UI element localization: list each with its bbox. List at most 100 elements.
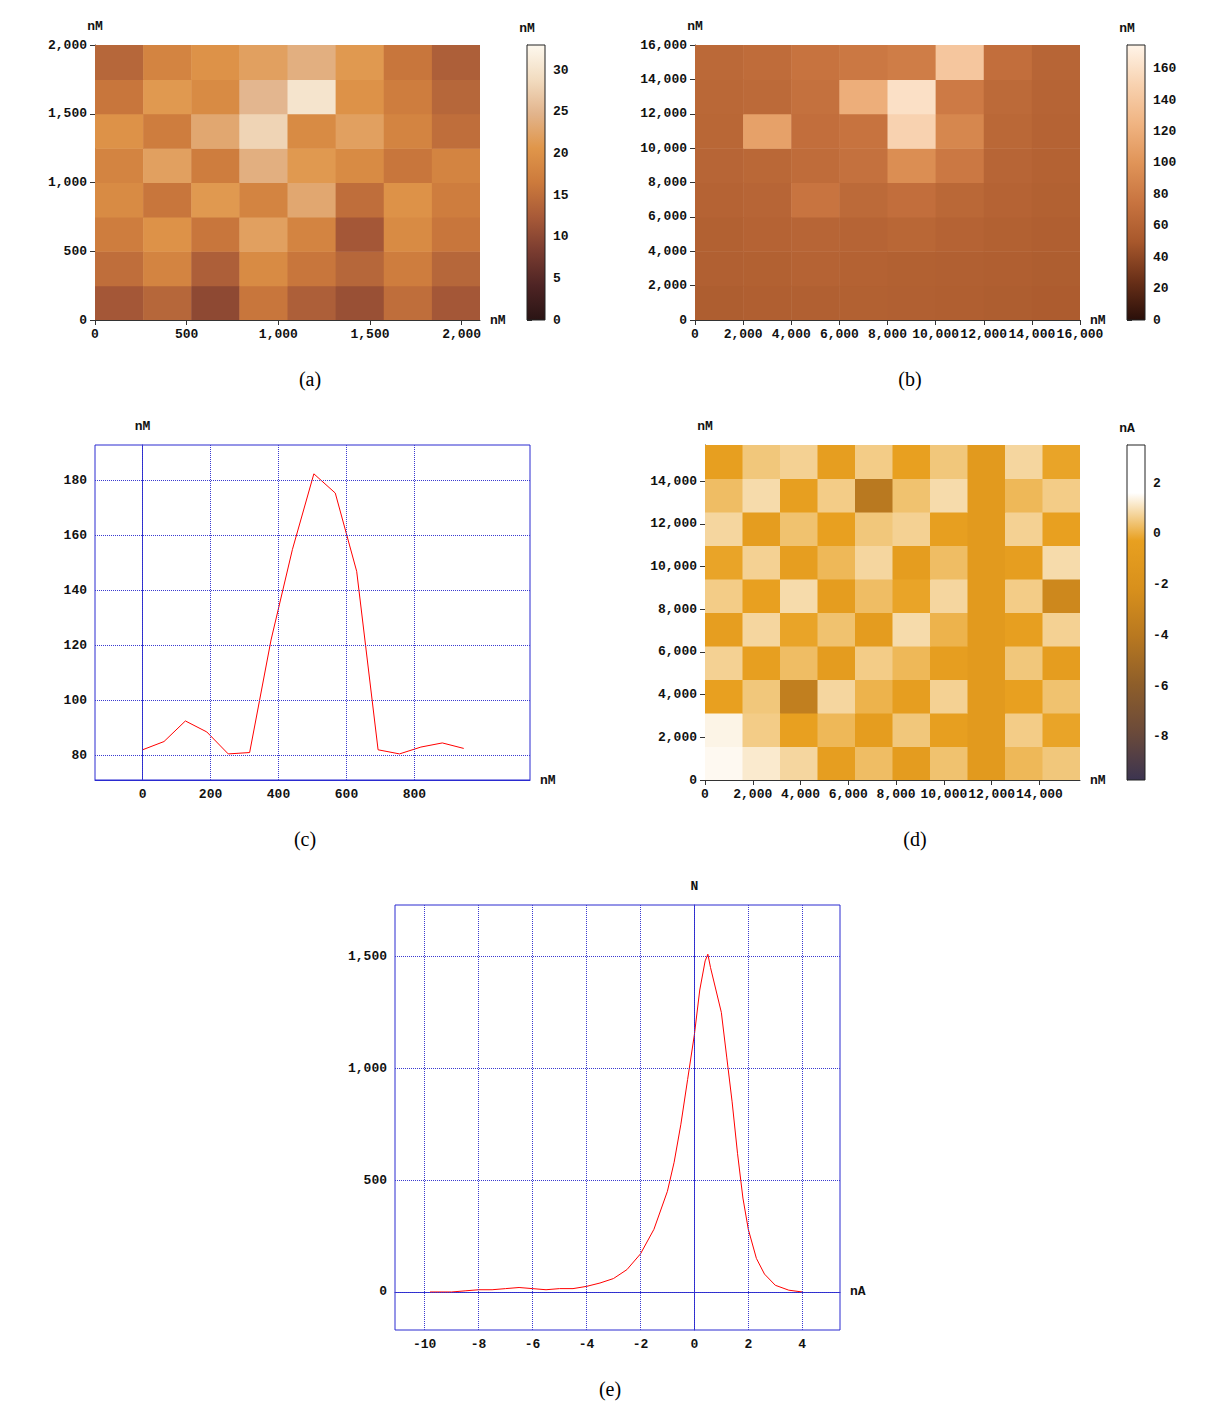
svg-text:-8: -8 xyxy=(1153,729,1169,744)
svg-text:nA: nA xyxy=(1119,421,1135,436)
svg-text:2,000: 2,000 xyxy=(648,278,687,293)
svg-text:-4: -4 xyxy=(1153,628,1169,643)
svg-text:6,000: 6,000 xyxy=(658,644,697,659)
svg-text:2: 2 xyxy=(1153,476,1161,491)
svg-text:0: 0 xyxy=(691,327,699,342)
svg-text:200: 200 xyxy=(199,787,223,802)
svg-text:nM: nM xyxy=(490,313,506,328)
svg-text:12,000: 12,000 xyxy=(640,106,687,121)
svg-text:14,000: 14,000 xyxy=(1016,787,1063,802)
svg-text:600: 600 xyxy=(335,787,359,802)
svg-text:4,000: 4,000 xyxy=(772,327,811,342)
svg-text:nM: nM xyxy=(1090,773,1106,788)
svg-text:2,000: 2,000 xyxy=(48,38,87,53)
svg-text:-6: -6 xyxy=(525,1337,541,1352)
svg-text:20: 20 xyxy=(553,146,569,161)
svg-text:140: 140 xyxy=(64,583,88,598)
svg-text:12,000: 12,000 xyxy=(960,327,1007,342)
svg-text:14,000: 14,000 xyxy=(640,72,687,87)
svg-text:12,000: 12,000 xyxy=(650,516,697,531)
svg-text:25: 25 xyxy=(553,104,569,119)
svg-text:4,000: 4,000 xyxy=(648,244,687,259)
svg-text:nM: nM xyxy=(697,419,713,434)
svg-text:6,000: 6,000 xyxy=(820,327,859,342)
svg-text:12,000: 12,000 xyxy=(968,787,1015,802)
svg-text:nM: nM xyxy=(87,19,103,34)
svg-text:-8: -8 xyxy=(471,1337,487,1352)
svg-text:2,000: 2,000 xyxy=(658,730,697,745)
svg-text:0: 0 xyxy=(1153,526,1161,541)
svg-text:80: 80 xyxy=(71,748,87,763)
svg-text:20: 20 xyxy=(1153,281,1169,296)
svg-text:1,000: 1,000 xyxy=(48,175,87,190)
svg-text:500: 500 xyxy=(175,327,199,342)
svg-text:30: 30 xyxy=(553,63,569,78)
svg-text:100: 100 xyxy=(64,693,88,708)
svg-text:140: 140 xyxy=(1153,93,1177,108)
svg-text:0: 0 xyxy=(1153,313,1161,328)
svg-text:800: 800 xyxy=(403,787,427,802)
svg-text:10,000: 10,000 xyxy=(920,787,967,802)
svg-text:2,000: 2,000 xyxy=(442,327,481,342)
svg-text:-6: -6 xyxy=(1153,679,1169,694)
svg-text:8,000: 8,000 xyxy=(877,787,916,802)
svg-text:0: 0 xyxy=(679,313,687,328)
svg-text:180: 180 xyxy=(64,473,88,488)
svg-text:16,000: 16,000 xyxy=(640,38,687,53)
svg-text:4: 4 xyxy=(798,1337,806,1352)
svg-text:1,000: 1,000 xyxy=(259,327,298,342)
svg-text:6,000: 6,000 xyxy=(648,209,687,224)
svg-text:2: 2 xyxy=(744,1337,752,1352)
svg-text:10,000: 10,000 xyxy=(650,559,697,574)
svg-text:-10: -10 xyxy=(413,1337,437,1352)
svg-text:14,000: 14,000 xyxy=(1008,327,1055,342)
svg-text:40: 40 xyxy=(1153,250,1169,265)
svg-text:120: 120 xyxy=(64,638,88,653)
svg-text:8,000: 8,000 xyxy=(868,327,907,342)
svg-text:120: 120 xyxy=(1153,124,1177,139)
svg-text:N: N xyxy=(690,879,698,894)
svg-text:1,000: 1,000 xyxy=(348,1061,387,1076)
svg-text:60: 60 xyxy=(1153,218,1169,233)
svg-text:4,000: 4,000 xyxy=(658,687,697,702)
svg-text:nM: nM xyxy=(519,21,535,36)
svg-text:nM: nM xyxy=(540,773,556,788)
svg-text:10,000: 10,000 xyxy=(912,327,959,342)
svg-text:8,000: 8,000 xyxy=(658,602,697,617)
svg-text:4,000: 4,000 xyxy=(781,787,820,802)
svg-text:14,000: 14,000 xyxy=(650,474,697,489)
svg-text:0: 0 xyxy=(139,787,147,802)
svg-text:160: 160 xyxy=(64,528,88,543)
svg-text:6,000: 6,000 xyxy=(829,787,868,802)
svg-text:80: 80 xyxy=(1153,187,1169,202)
svg-text:1,500: 1,500 xyxy=(348,949,387,964)
svg-text:160: 160 xyxy=(1153,61,1177,76)
svg-text:nA: nA xyxy=(850,1284,866,1299)
svg-text:500: 500 xyxy=(364,1173,388,1188)
svg-text:5: 5 xyxy=(553,271,561,286)
svg-text:400: 400 xyxy=(267,787,291,802)
svg-text:nM: nM xyxy=(1119,21,1135,36)
svg-text:100: 100 xyxy=(1153,155,1177,170)
svg-text:10,000: 10,000 xyxy=(640,141,687,156)
svg-text:0: 0 xyxy=(701,787,709,802)
svg-text:nM: nM xyxy=(687,19,703,34)
svg-text:500: 500 xyxy=(64,244,88,259)
svg-text:nM: nM xyxy=(135,419,151,434)
svg-text:0: 0 xyxy=(553,313,561,328)
svg-text:0: 0 xyxy=(91,327,99,342)
svg-text:16,000: 16,000 xyxy=(1057,327,1104,342)
svg-text:-2: -2 xyxy=(1153,577,1169,592)
svg-text:0: 0 xyxy=(379,1284,387,1299)
svg-text:-2: -2 xyxy=(633,1337,649,1352)
svg-text:1,500: 1,500 xyxy=(350,327,389,342)
svg-text:1,500: 1,500 xyxy=(48,106,87,121)
svg-text:15: 15 xyxy=(553,188,569,203)
svg-text:-4: -4 xyxy=(579,1337,595,1352)
svg-text:0: 0 xyxy=(690,1337,698,1352)
svg-text:8,000: 8,000 xyxy=(648,175,687,190)
svg-text:0: 0 xyxy=(689,773,697,788)
svg-text:2,000: 2,000 xyxy=(724,327,763,342)
svg-text:10: 10 xyxy=(553,229,569,244)
svg-text:2,000: 2,000 xyxy=(733,787,772,802)
